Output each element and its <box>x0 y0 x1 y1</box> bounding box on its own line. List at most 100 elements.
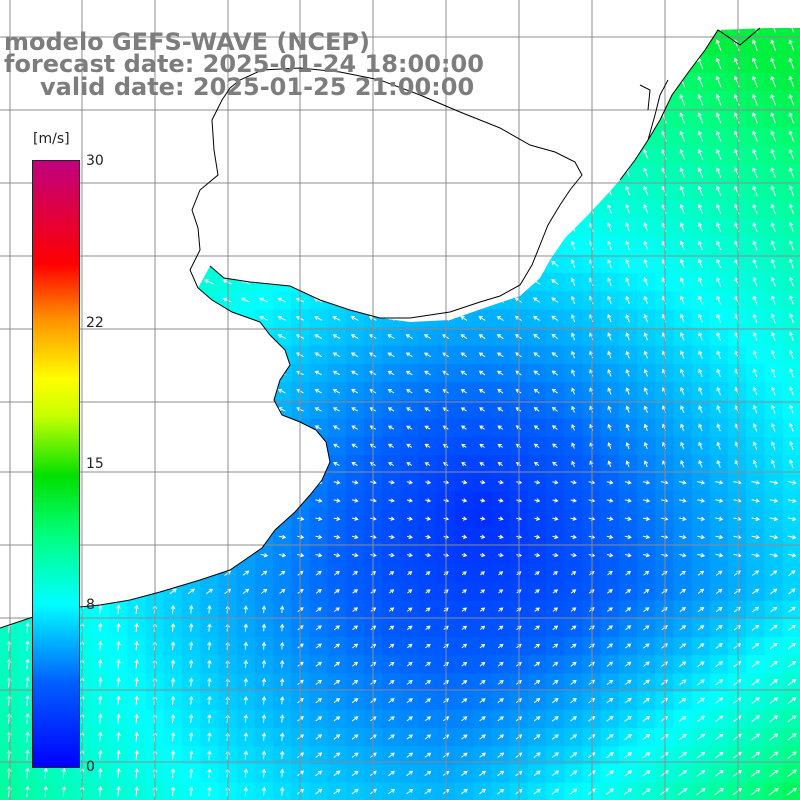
wind-speed-cell <box>236 182 256 201</box>
wind-speed-cell <box>163 273 183 292</box>
wind-arrow <box>788 166 795 179</box>
wind-speed-cell <box>200 455 219 474</box>
wind-arrow <box>386 28 397 31</box>
wind-arrow <box>186 315 196 321</box>
wind-speed-cell <box>273 127 292 147</box>
wind-arrow <box>625 185 631 196</box>
wind-arrow <box>95 7 106 12</box>
wind-arrow <box>607 571 613 576</box>
wind-speed-cell <box>637 36 656 56</box>
wind-arrow <box>314 461 322 467</box>
wind-arrow <box>770 313 776 323</box>
wind-arrow <box>716 313 721 323</box>
wind-speed-cell <box>109 364 128 383</box>
wind-arrow <box>661 149 667 160</box>
wind-speed-cell <box>127 400 147 420</box>
wind-arrow <box>497 407 504 412</box>
wind-arrow <box>277 352 286 358</box>
wind-arrow <box>315 589 322 594</box>
wind-arrow <box>497 480 504 485</box>
wind-speed-cell <box>692 0 711 19</box>
wind-arrow <box>404 28 415 31</box>
wind-arrow <box>186 6 196 11</box>
wind-speed-cell <box>0 236 19 256</box>
wind-arrow <box>478 352 486 358</box>
wind-arrow <box>460 407 467 412</box>
wind-arrow <box>21 315 33 321</box>
wind-arrow <box>752 75 758 88</box>
wind-speed-cell <box>163 127 183 147</box>
wind-arrow <box>258 133 269 140</box>
wind-arrow <box>532 132 542 140</box>
wind-arrow <box>260 498 269 503</box>
wind-arrow <box>716 350 721 359</box>
wind-arrow <box>496 334 504 340</box>
wind-arrow <box>716 240 722 251</box>
wind-arrow <box>550 169 560 177</box>
wind-speed-cell <box>546 91 565 110</box>
wind-speed-cell <box>91 436 110 456</box>
wind-arrow <box>21 279 33 285</box>
wind-speed-cell <box>309 200 329 219</box>
wind-speed-cell <box>491 54 511 74</box>
wind-arrow <box>477 133 487 140</box>
wind-arrow <box>752 221 758 233</box>
wind-arrow <box>166 133 179 140</box>
wind-arrow <box>168 425 177 430</box>
wind-arrow <box>461 516 468 521</box>
wind-arrow <box>661 57 667 70</box>
wind-speed-cell <box>382 309 401 329</box>
wind-arrow <box>480 534 486 539</box>
wind-speed-cell <box>309 163 329 183</box>
wind-speed-cell <box>127 254 147 274</box>
wind-arrow <box>387 407 395 412</box>
wind-speed-cell <box>182 455 201 474</box>
wind-arrow <box>94 425 105 430</box>
wind-arrow <box>350 297 359 303</box>
wind-arrow <box>770 349 776 360</box>
wind-speed-cell <box>54 109 74 128</box>
wind-speed-cell <box>328 0 347 19</box>
wind-arrow <box>387 425 395 430</box>
wind-arrow <box>94 406 105 412</box>
wind-arrow <box>423 352 431 358</box>
wind-arrow <box>697 607 705 613</box>
wind-arrow <box>388 571 395 576</box>
wind-arrow <box>679 167 685 178</box>
wind-arrow <box>131 333 142 339</box>
wind-speed-cell <box>491 254 511 274</box>
wind-speed-cell <box>527 91 547 110</box>
wind-speed-cell <box>345 291 365 310</box>
wind-speed-cell <box>109 436 128 456</box>
wind-arrow <box>716 28 722 33</box>
wind-speed-cell <box>345 273 365 292</box>
wind-arrow <box>752 588 760 595</box>
wind-speed-cell <box>418 218 438 238</box>
wind-speed-cell <box>564 0 583 19</box>
wind-speed-cell <box>182 473 201 492</box>
wind-arrow <box>131 425 141 430</box>
wind-arrow <box>20 97 33 103</box>
wind-speed-cell <box>418 273 438 292</box>
wind-arrow <box>498 571 504 576</box>
wind-speed-cell <box>382 218 401 238</box>
wind-arrow <box>625 423 630 431</box>
wind-arrow <box>698 295 703 305</box>
wind-arrow <box>168 6 179 11</box>
wind-speed-cell <box>236 491 256 511</box>
wind-speed-cell <box>491 218 511 238</box>
wind-arrow <box>550 187 560 195</box>
wind-speed-cell <box>254 200 274 219</box>
wind-arrow <box>204 443 214 448</box>
wind-arrow <box>167 206 178 212</box>
wind-arrow <box>496 242 505 249</box>
wind-arrow <box>332 261 341 267</box>
wind-arrow <box>606 516 614 521</box>
wind-speed-cell <box>200 236 219 256</box>
wind-speed-cell <box>254 364 274 383</box>
wind-arrow <box>7 603 12 615</box>
wind-speed-cell <box>345 109 365 128</box>
wind-arrow <box>770 588 778 595</box>
wind-arrow <box>350 316 359 321</box>
wind-arrow <box>350 370 359 376</box>
